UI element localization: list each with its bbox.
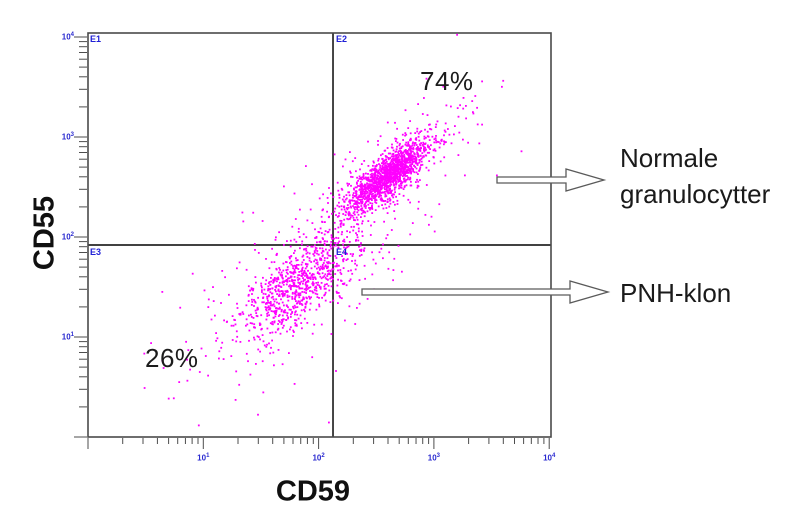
quadrant-label-e2: E2 — [336, 34, 348, 44]
quadrant-label-e4: E4 — [336, 247, 348, 257]
y-axis-tick-label: 101 — [61, 332, 74, 342]
annotation-line: Normale — [620, 143, 719, 173]
y-axis-tick-label: 103 — [61, 132, 74, 142]
x-axis-title: CD59 — [275, 475, 351, 508]
annotation-line: PNH-klon — [620, 278, 732, 308]
axis-ticks — [74, 36, 550, 449]
x-axis-tick-label: 102 — [312, 453, 325, 463]
x-axis-tick-label: 104 — [543, 453, 556, 463]
x-axis-tick-label: 103 — [427, 453, 441, 463]
annotation-normal-granulocytes: Normale granulocytter — [620, 140, 770, 212]
quadrant-label-e3: E3 — [90, 247, 102, 257]
annotation-line: granulocytter — [620, 179, 771, 209]
percentage-lower-left: 26% — [145, 343, 199, 373]
y-axis-tick-label: 102 — [61, 232, 74, 242]
x-axis-tick-label: 101 — [197, 453, 210, 463]
quadrant-gate-lines — [88, 33, 551, 437]
pnh-klon-arrow — [361, 280, 611, 304]
annotation-pnh-clone: PNH-klon — [620, 275, 731, 311]
scatter-points — [143, 33, 523, 427]
quadrant-label-e1: E1 — [90, 34, 102, 44]
y-axis-tick-label: 104 — [61, 32, 74, 42]
normal-granulocytes-arrow — [496, 168, 607, 192]
plot-border — [87, 32, 552, 438]
percentage-upper-right: 74% — [420, 66, 474, 96]
